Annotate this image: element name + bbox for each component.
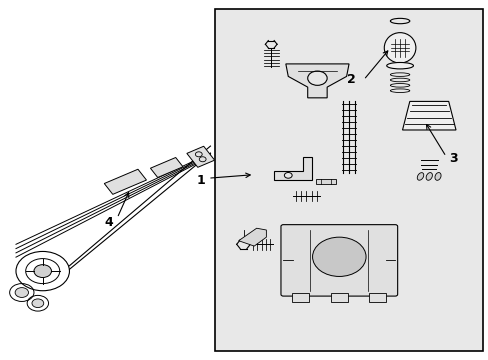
Bar [330, 293, 347, 302]
Circle shape [32, 299, 43, 307]
Polygon shape [285, 64, 348, 98]
Polygon shape [186, 146, 214, 167]
Circle shape [312, 237, 366, 276]
Polygon shape [150, 157, 183, 177]
Ellipse shape [416, 173, 423, 180]
Polygon shape [402, 102, 455, 130]
Bar [316, 179, 335, 184]
Ellipse shape [384, 33, 415, 63]
Ellipse shape [386, 63, 413, 69]
Text: 3: 3 [448, 152, 457, 165]
Polygon shape [104, 169, 146, 194]
Ellipse shape [434, 172, 440, 180]
Circle shape [284, 172, 291, 178]
Bar [369, 293, 386, 302]
Bar [215, 9, 482, 351]
Circle shape [15, 288, 28, 297]
Ellipse shape [425, 172, 431, 180]
Text: 1: 1 [196, 174, 204, 186]
Text: 4: 4 [104, 216, 113, 229]
Circle shape [307, 71, 326, 85]
FancyBboxPatch shape [281, 225, 397, 296]
Bar [291, 293, 308, 302]
Polygon shape [238, 228, 266, 246]
Polygon shape [273, 157, 311, 180]
Text: 2: 2 [346, 73, 355, 86]
Circle shape [34, 265, 51, 278]
